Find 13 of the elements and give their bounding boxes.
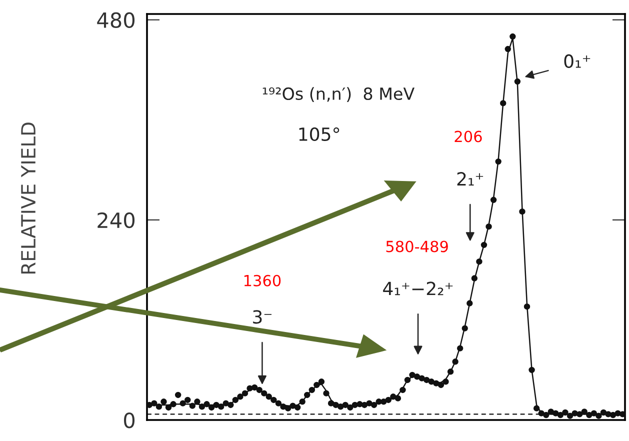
y-tick-label: 240 <box>98 212 135 228</box>
y-tick-label: 0 <box>124 412 135 428</box>
y-axis-title: RELATIVE YIELD <box>21 122 36 274</box>
annotation: 1360 <box>244 274 281 286</box>
annotation: 206 <box>454 130 482 142</box>
y-tick-label: 480 <box>97 12 135 28</box>
annotation: 3⁻ <box>253 310 272 324</box>
annotation: 2₁⁺ <box>457 172 484 186</box>
annotation: ¹⁹²Os (n,n′) 8 MeV <box>262 87 415 102</box>
annotation: 105° <box>299 127 340 142</box>
annotation: 4₁⁺−2₂⁺ <box>383 282 453 296</box>
annotation: 0₁⁺ <box>564 54 590 68</box>
annotation: 580-489 <box>386 240 448 252</box>
